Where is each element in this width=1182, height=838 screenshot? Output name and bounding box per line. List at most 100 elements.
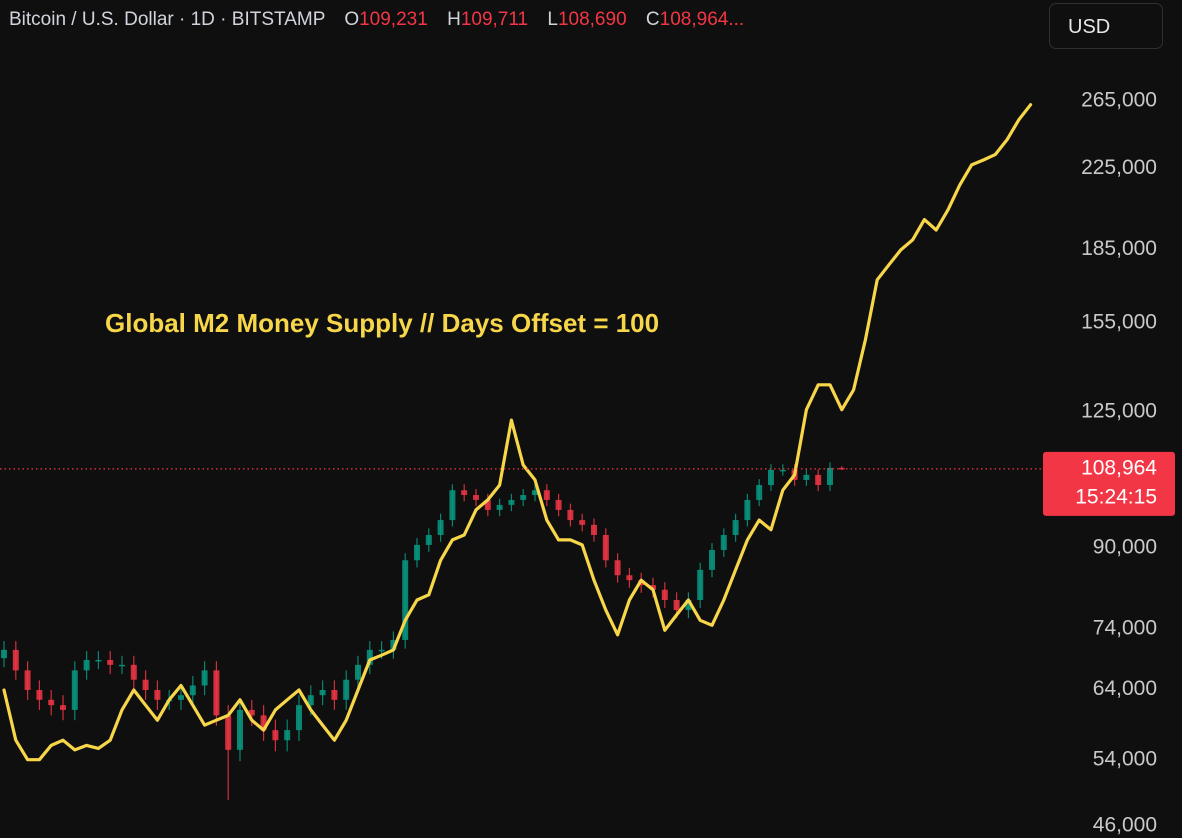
candle-body (555, 499, 562, 510)
candle-body (449, 490, 456, 521)
candles (1, 462, 845, 800)
y-tick-label: 64,000 (1093, 677, 1157, 700)
candle-body (579, 520, 586, 525)
candle-body (71, 670, 78, 710)
candle-body (697, 569, 704, 601)
candle-body (130, 664, 137, 680)
candle-body (83, 659, 90, 671)
candle-body (508, 499, 515, 505)
candle-body (248, 709, 255, 716)
low-value: 108,690 (557, 9, 627, 30)
candle-body (366, 649, 373, 665)
candle-body (319, 689, 326, 696)
candle-body (154, 689, 161, 700)
candle-body (425, 534, 432, 545)
candle-body (414, 544, 420, 561)
candle-body (650, 585, 656, 590)
candle-body (296, 705, 302, 731)
candle-body (827, 467, 833, 486)
price-tag (1043, 451, 1175, 516)
candle-body (48, 699, 55, 706)
lines (2, 103, 1033, 762)
candle-body (803, 474, 810, 480)
candle-body (473, 495, 479, 500)
low-label: L (547, 9, 558, 30)
close-label: C (645, 9, 660, 30)
candle-body (815, 474, 822, 486)
candle-body (343, 679, 350, 700)
candle-body (307, 695, 314, 706)
annotation: Global M2 Money Supply // Days Offset = … (105, 308, 659, 338)
candle-body (213, 670, 220, 716)
y-tick-label: 185,000 (1081, 237, 1157, 260)
candle-body (142, 679, 149, 690)
candle-body (567, 509, 574, 521)
candle-body (237, 709, 243, 750)
candle-body (201, 670, 208, 686)
candle-body (378, 649, 385, 652)
y-tick-label: 74,000 (1093, 617, 1157, 640)
y-tick-label: 90,000 (1093, 536, 1157, 559)
price-tag-countdown: 15:24:15 (1075, 485, 1157, 508)
candle-body (95, 659, 102, 662)
y-tick-label: 225,000 (1081, 156, 1157, 179)
candle-body (24, 670, 31, 690)
candle-body (768, 469, 774, 486)
candle-body (331, 689, 338, 700)
high-label: H (447, 9, 461, 30)
high-value: 109,711 (460, 9, 529, 30)
candle-body (437, 520, 444, 535)
currency-button[interactable]: USD (1049, 3, 1163, 49)
candle-body (119, 664, 125, 667)
candle-body (685, 600, 692, 611)
candle-body (272, 730, 279, 741)
candle-body (284, 730, 291, 741)
candle-body (602, 534, 609, 561)
y-tick-label: 46,000 (1093, 814, 1157, 837)
candle-body (732, 520, 739, 535)
candle-body (355, 664, 361, 680)
open-label: O (344, 9, 360, 30)
candle-body (484, 499, 491, 510)
candle-body (178, 695, 184, 700)
candle-body (12, 649, 19, 671)
candle-body (36, 689, 43, 700)
candle-body (260, 715, 267, 731)
candle-body (402, 560, 409, 640)
m2-line (2, 103, 1033, 762)
open-value: 109,231 (359, 9, 428, 30)
symbol-header: Bitcoin / U.S. Dollar · 1D · BITSTAMP O1… (9, 9, 744, 31)
candle-body (520, 495, 527, 500)
symbol: Bitcoin / U.S. Dollar · 1D · BITSTAMP (9, 9, 326, 30)
candle-body (60, 705, 66, 710)
candle-body (779, 469, 786, 472)
y-tick-label: 125,000 (1081, 400, 1157, 423)
candle-body (709, 549, 715, 570)
candle-body (591, 524, 597, 535)
candle-body (225, 715, 232, 750)
price-tag-value: 108,964 (1081, 456, 1157, 479)
candle-body (720, 534, 727, 550)
candle-body (390, 639, 397, 650)
close-value: 108,964... (659, 9, 745, 30)
candle-body (673, 600, 680, 611)
candle-body (756, 485, 763, 500)
candle-body (543, 490, 550, 500)
candle-body (461, 490, 468, 496)
candle-body (614, 560, 621, 576)
candle-body (1, 649, 7, 659)
candle-body (744, 499, 751, 521)
y-tick-label: 265,000 (1081, 88, 1157, 111)
y-tick-label: 54,000 (1093, 747, 1157, 770)
candle-body (496, 504, 503, 510)
y-tick-label: 155,000 (1081, 310, 1157, 333)
candle-body (626, 575, 633, 581)
candle-body (661, 589, 668, 601)
candle-body (532, 490, 538, 496)
candle-body (107, 659, 114, 665)
candle-body (189, 685, 196, 696)
